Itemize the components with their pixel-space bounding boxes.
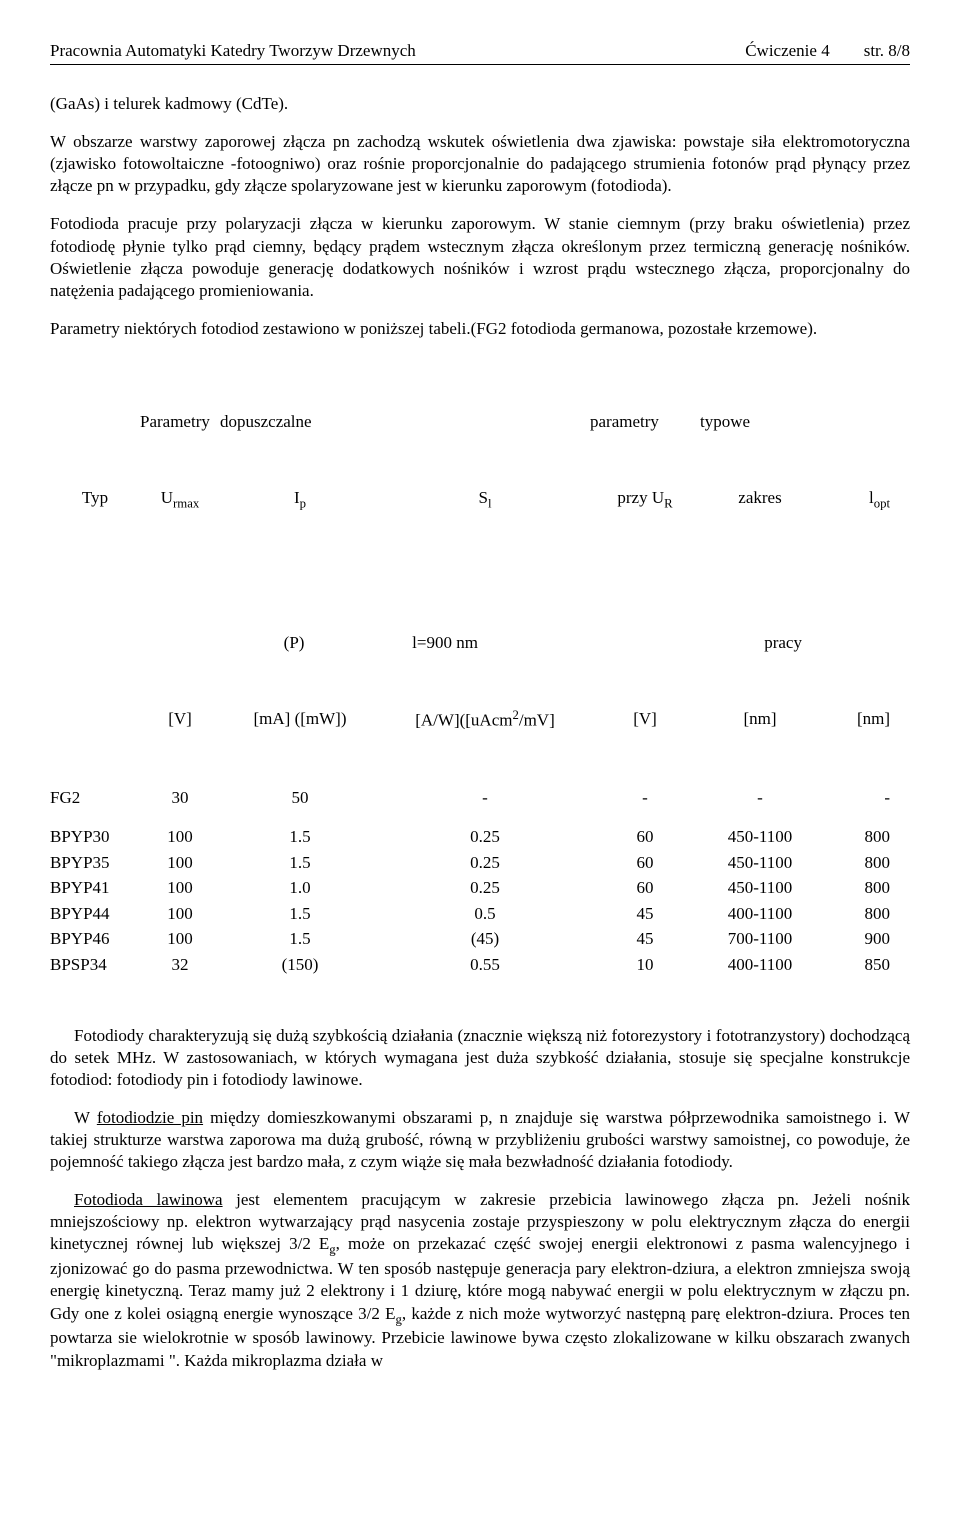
paragraph-3: Fotodioda pracuje przy polaryzacji złącz… (50, 213, 910, 301)
underline-fotodioda-lawinowa: Fotodioda lawinowa (74, 1190, 223, 1209)
table-row: BPSP3432(150)0.5510400-1100850 (50, 952, 910, 978)
table-row: BPYP441001.50.545400-1100800 (50, 901, 910, 927)
page-header: Pracownia Automatyki Katedry Tworzyw Drz… (50, 40, 910, 65)
paragraph-4: Parametry niektórych fotodiod zestawiono… (50, 318, 910, 340)
table-row: BPYP411001.00.2560450-1100800 (50, 875, 910, 901)
paragraph-intro: (GaAs) i telurek kadmowy (CdTe). (50, 93, 910, 115)
header-left: Pracownia Automatyki Katedry Tworzyw Drz… (50, 40, 416, 62)
table-row: BPYP461001.5(45)45700-1100900 (50, 926, 910, 952)
header-right: Ćwiczenie 4 str. 8/8 (745, 40, 910, 62)
table-header-2: Typ Urmax Ip Sl przy UR zakres lopt (50, 485, 910, 514)
underline-fotodiodzie-pin: fotodiodzie pin (97, 1108, 203, 1127)
table-row: BPYP351001.50.2560450-1100800 (50, 850, 910, 876)
paragraph-7: Fotodioda lawinowa jest elementem pracuj… (50, 1189, 910, 1371)
table-header-4: [V] [mA] ([mW]) [A/W]([uAcm2/mV] [V] [nm… (50, 706, 910, 733)
paragraph-5: Fotodiody charakteryzują się dużą szybko… (50, 1025, 910, 1091)
table-row: FG23050---- (50, 785, 910, 811)
table-row: BPYP301001.50.2560450-1100800 (50, 824, 910, 850)
parameters-table: Parametry dopuszczalne parametry typowe … (50, 358, 910, 1003)
table-header-3: (P) l=900 nm pracy (50, 630, 910, 656)
paragraph-6: W fotodiodzie pin między domieszkowanymi… (50, 1107, 910, 1173)
table-header-1: Parametry dopuszczalne parametry typowe (50, 409, 910, 435)
paragraph-2: W obszarze warstwy zaporowej złącza pn z… (50, 131, 910, 197)
